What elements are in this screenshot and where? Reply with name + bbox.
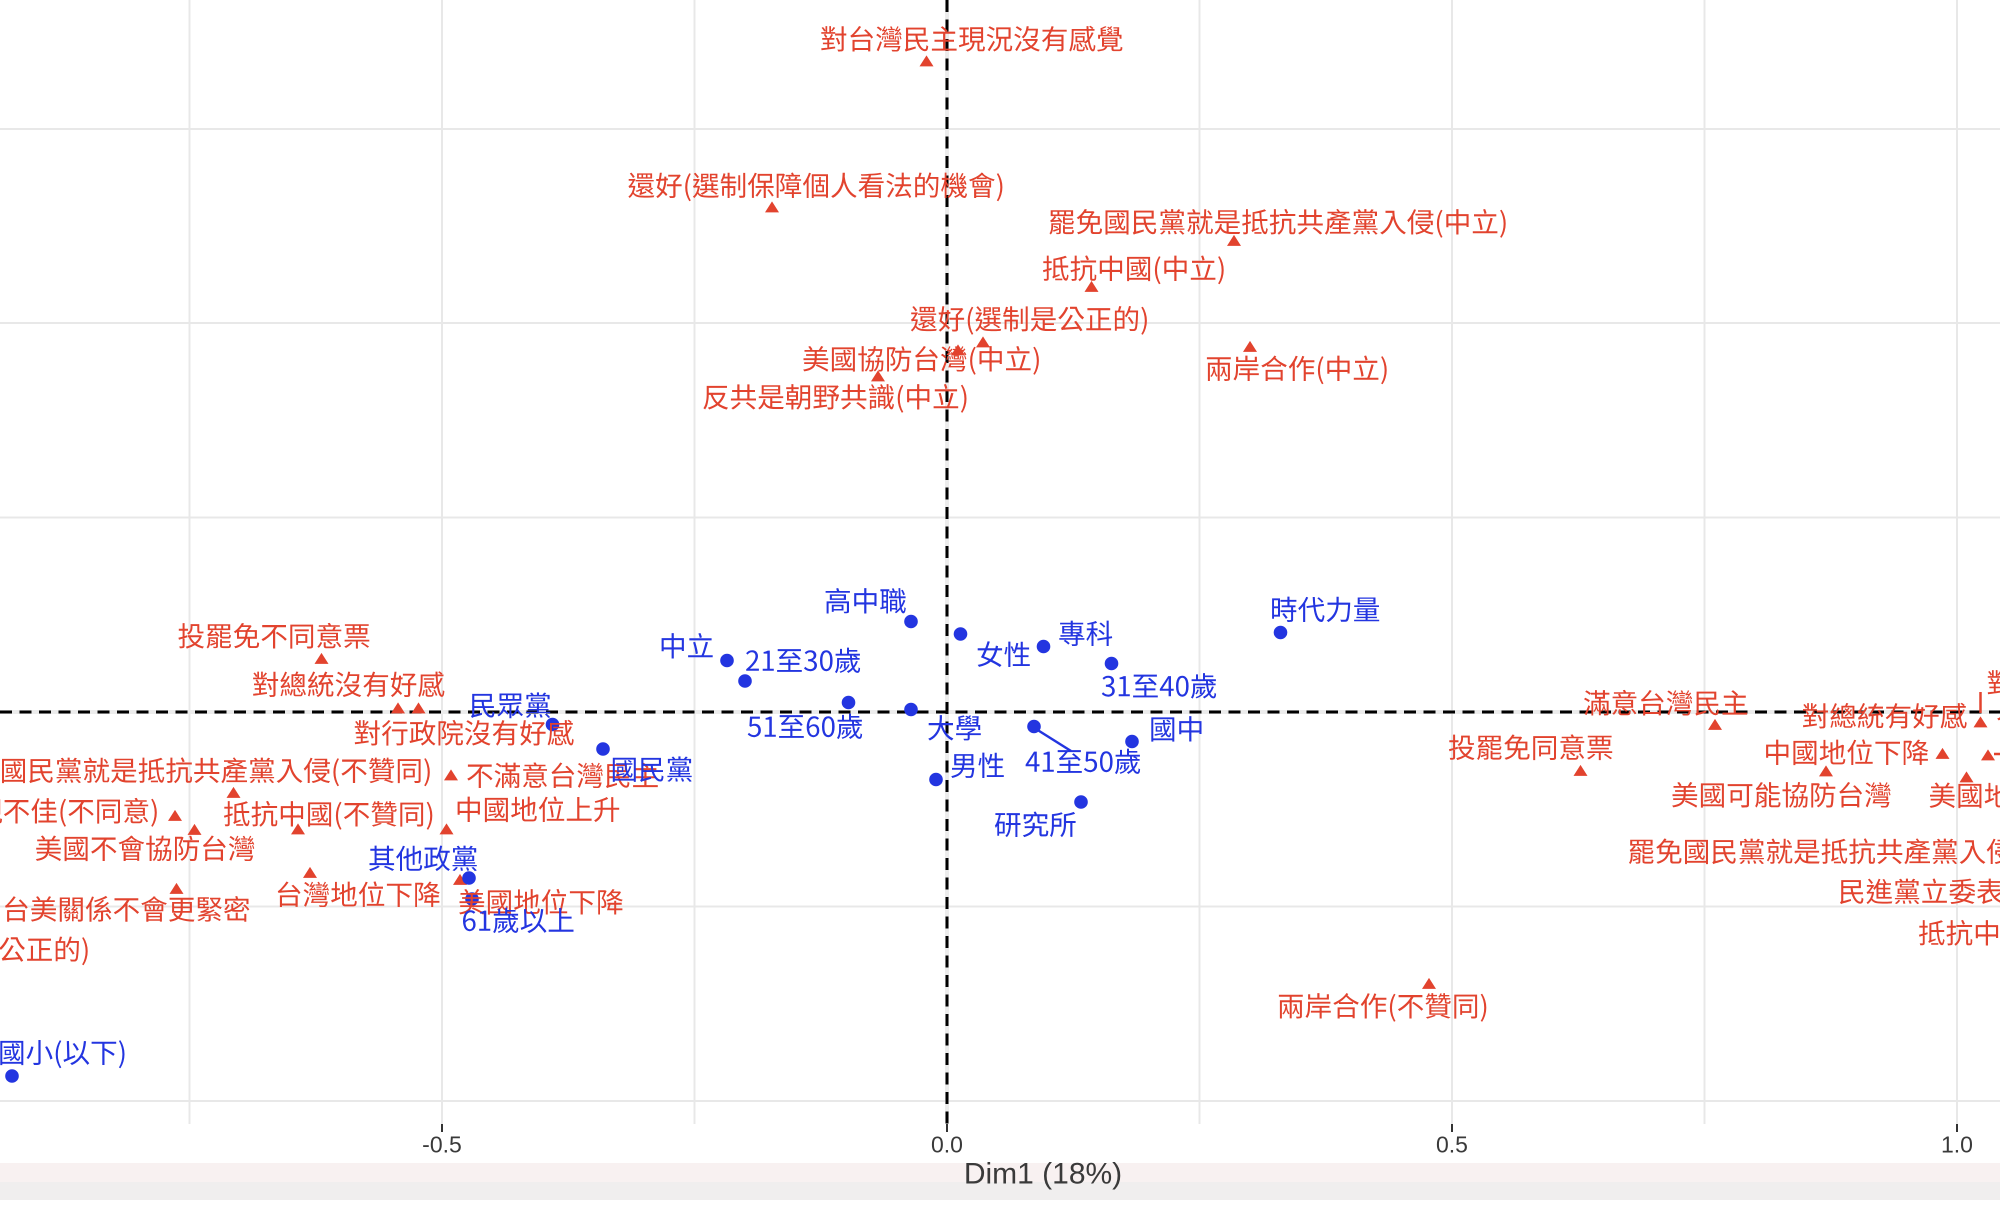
svg-text:-0.5: -0.5 bbox=[422, 1132, 462, 1158]
svg-text:1.0: 1.0 bbox=[1941, 1132, 1973, 1158]
svg-text:0.0: 0.0 bbox=[931, 1132, 963, 1158]
svg-text:Dim1 (18%): Dim1 (18%) bbox=[964, 1158, 1122, 1191]
svg-text:0.5: 0.5 bbox=[1436, 1132, 1468, 1158]
